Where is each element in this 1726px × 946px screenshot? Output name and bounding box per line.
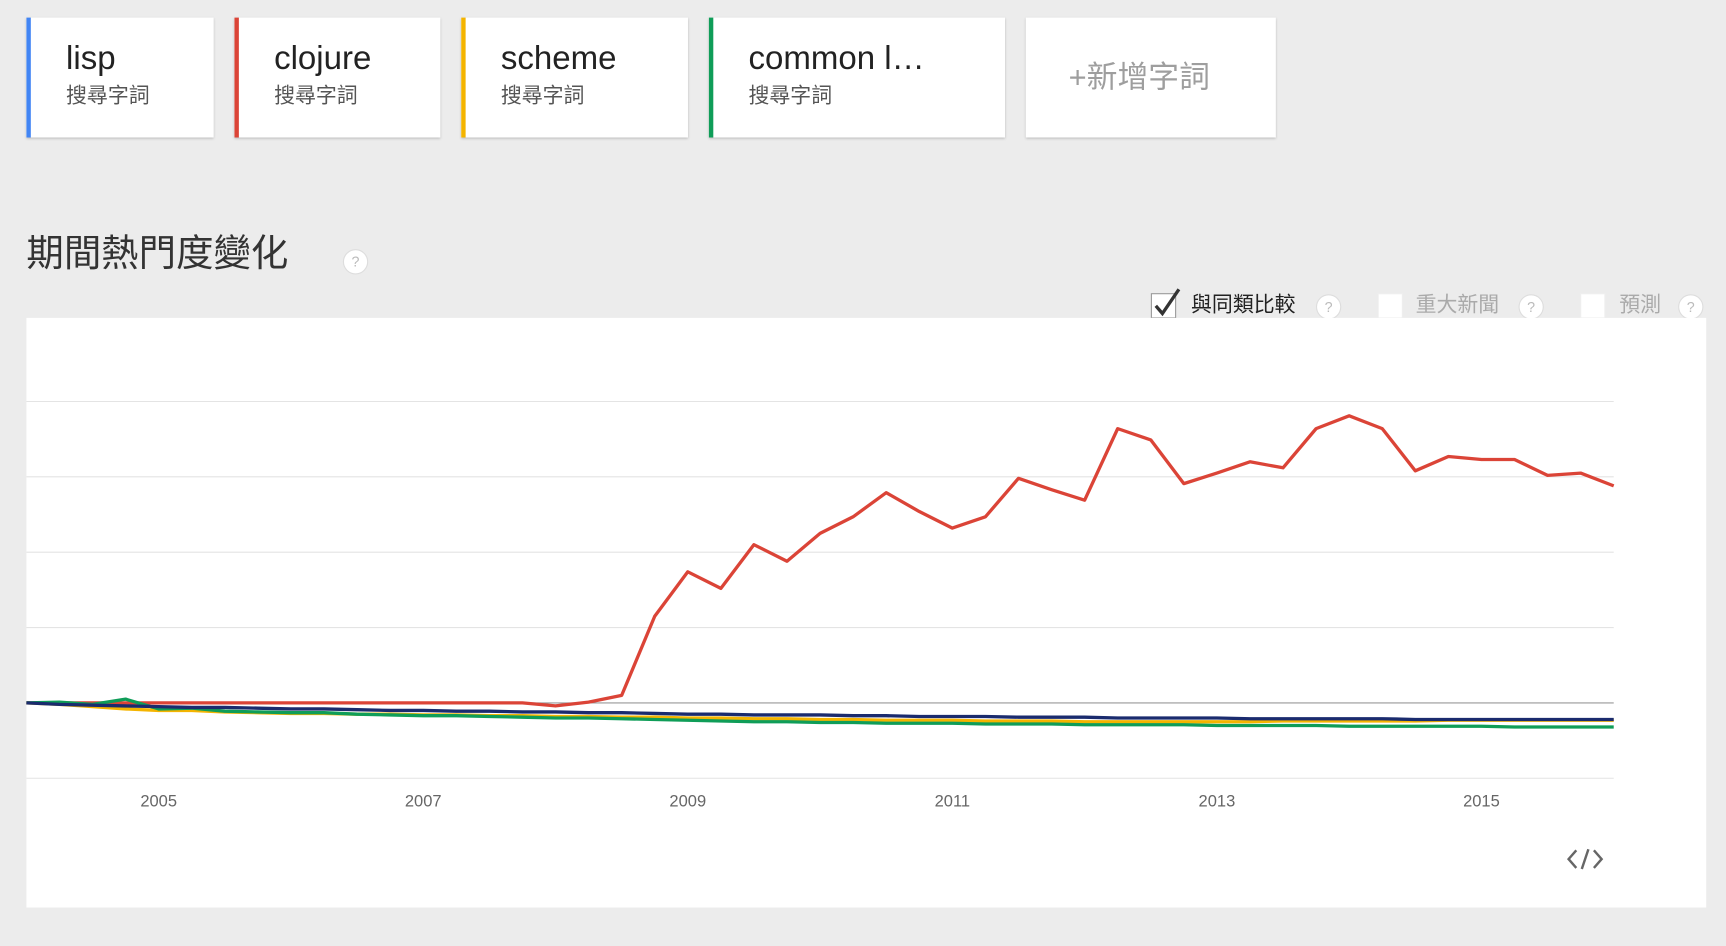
- term-type: 搜尋字詞: [749, 84, 833, 107]
- embed-left[interactable]: [1566, 849, 1578, 869]
- term-color-bar: [708, 17, 714, 138]
- add-term[interactable]: +新增字詞: [1069, 59, 1210, 94]
- checkmark: [1154, 288, 1181, 317]
- series-line: [26, 414, 1615, 708]
- term-card[interactable]: [708, 17, 1005, 138]
- option-label[interactable]: 重大新聞: [1416, 293, 1500, 316]
- term-type: 搜尋字詞: [66, 84, 150, 107]
- series-line: [26, 697, 1614, 729]
- section-title: 期間熱門度變化: [26, 232, 288, 274]
- chart-panel: [26, 317, 1707, 908]
- help-icon[interactable]: ?: [1527, 300, 1535, 316]
- option-label[interactable]: 預測: [1619, 293, 1661, 316]
- term-card[interactable]: [234, 17, 441, 138]
- checkbox[interactable]: [1580, 293, 1606, 319]
- help-button[interactable]: ?: [342, 249, 369, 275]
- chart: 2005 2007 2009 2011 2013 2015: [26, 400, 1615, 810]
- option-label[interactable]: 與同類比較: [1191, 293, 1296, 316]
- x-tick-label: 2011: [935, 792, 970, 810]
- term-name[interactable]: scheme: [501, 39, 617, 76]
- term-name[interactable]: lisp: [66, 39, 116, 76]
- x-tick-label: 2009: [669, 792, 706, 810]
- term-type: 搜尋字詞: [274, 84, 358, 107]
- embed-icon[interactable]: [1566, 848, 1604, 870]
- term-name[interactable]: common l…: [749, 39, 925, 76]
- checkbox[interactable]: [1377, 293, 1403, 319]
- add-term-card[interactable]: [1025, 17, 1276, 138]
- term-type: 搜尋字詞: [501, 84, 585, 107]
- options: 與同類比較? 重大新聞? 預測?: [1150, 288, 1704, 320]
- term-card[interactable]: [26, 17, 214, 138]
- help-icon[interactable]: ?: [1325, 300, 1333, 316]
- term-name[interactable]: clojure: [274, 39, 371, 76]
- x-tick-label: 2005: [140, 792, 177, 810]
- help-icon[interactable]: ?: [352, 255, 360, 271]
- term-color-bar: [26, 17, 31, 138]
- embed-slash[interactable]: [1580, 848, 1590, 870]
- embed-right[interactable]: [1592, 849, 1604, 869]
- term-color-bar: [461, 17, 466, 138]
- term-cards: lisp 搜尋字詞 clojure 搜尋字詞 scheme 搜尋字詞 common l… 搜尋…: [26, 17, 1005, 138]
- help-circle[interactable]: [342, 249, 369, 275]
- x-tick-label: 2013: [1199, 792, 1236, 810]
- help-icon[interactable]: ?: [1687, 300, 1695, 316]
- x-tick-label: 2007: [405, 792, 442, 810]
- term-card[interactable]: [461, 17, 688, 138]
- x-tick-label: 2015: [1463, 792, 1500, 810]
- term-color-bar: [234, 17, 239, 138]
- series-line: [26, 701, 1614, 722]
